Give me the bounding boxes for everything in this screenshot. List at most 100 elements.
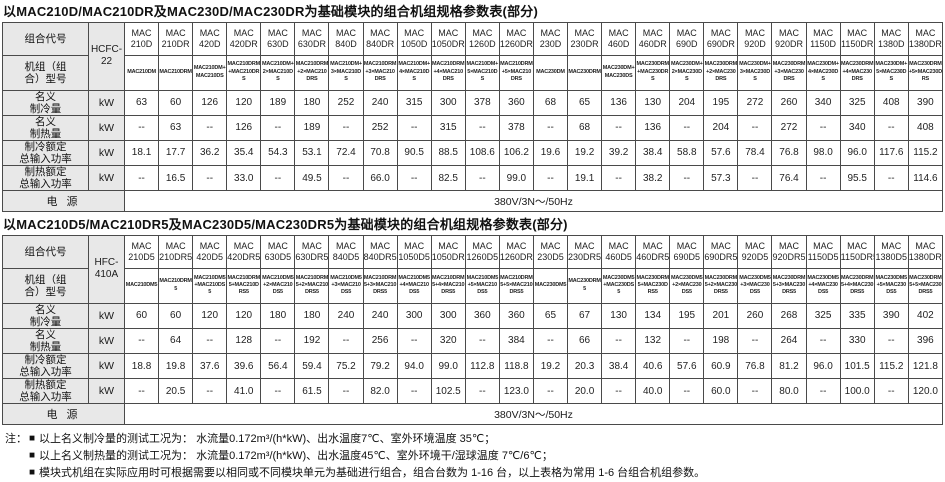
value-cell: 38.2 (635, 164, 671, 192)
column-code-cell: MAC 630D5 (260, 234, 296, 269)
value-cell: 41.0 (226, 378, 262, 405)
value-cell: 66.0 (362, 164, 398, 192)
table-2-title: 以MAC210D5/MAC210DR5及MAC230D5/MAC230DR5为基… (3, 217, 568, 233)
model-cell: MAC210DRM+4×MAC210DRS (430, 54, 466, 91)
value-cell: 54.3 (260, 139, 296, 166)
value-cell: 268 (771, 302, 807, 329)
model-cell: MAC230DRM+2×MAC230DRS (703, 54, 739, 91)
value-cell: 384 (498, 327, 534, 354)
value-cell: 38.4 (601, 352, 637, 380)
value-cell: -- (328, 114, 364, 141)
value-cell: 260 (771, 89, 807, 116)
value-cell: 64 (158, 327, 194, 354)
column-code-cell: MAC 920DR5 (771, 234, 807, 269)
model-cell: MAC230DRM+3×MAC230DRS (771, 54, 807, 91)
column-code-cell: MAC 920DR (771, 21, 807, 56)
value-cell: 95.5 (839, 164, 875, 192)
column-code-cell: MAC 840D5 (328, 234, 364, 269)
column-code-cell: MAC 420DR (226, 21, 262, 56)
value-cell: -- (873, 114, 909, 141)
row-label-cell: 制热额定 总输入功率 (2, 164, 89, 192)
power-value-cell: 380V/3N～/50Hz (124, 190, 943, 213)
value-cell: -- (805, 327, 841, 354)
note-line: ■ 模块式机组在实际应用时可根据需要以相同或不同模块单元为基础进行组合，组合台数… (5, 465, 943, 482)
value-cell: 35.4 (226, 139, 262, 166)
value-cell: 76.4 (771, 164, 807, 192)
value-cell: 120.0 (907, 378, 944, 405)
value-cell: -- (328, 378, 364, 405)
value-cell: 315 (396, 89, 432, 116)
value-cell: 300 (396, 302, 432, 329)
value-cell: 75.2 (328, 352, 364, 380)
value-cell: -- (464, 378, 500, 405)
value-cell: 272 (737, 89, 773, 116)
value-cell: -- (873, 378, 909, 405)
model-cell: MAC230DRM5 (567, 267, 603, 304)
column-code-cell: MAC 1050D5 (396, 234, 432, 269)
column-code-cell: MAC 210D (123, 21, 160, 56)
value-cell: -- (328, 327, 364, 354)
value-cell: 61.5 (294, 378, 330, 405)
power-value-cell: 380V/3N～/50Hz (124, 403, 943, 426)
value-cell: 80.0 (771, 378, 807, 405)
value-cell: 67 (567, 302, 603, 329)
value-cell: 315 (430, 114, 466, 141)
column-code-cell: MAC 690D (669, 21, 705, 56)
combo-code-label: 组合代号 (2, 234, 89, 269)
value-cell: 330 (839, 327, 875, 354)
value-cell: 201 (703, 302, 739, 329)
value-cell: -- (805, 164, 841, 192)
model-cell: MAC210DRM5+3×MAC210DRS5 (362, 267, 398, 304)
row-label-cell: 名义 制冷量 (2, 302, 89, 329)
row-label-cell: 制热额定 总输入功率 (2, 378, 89, 405)
model-cell: MAC230DRM5+4×MAC230DRS5 (839, 267, 875, 304)
combo-code-label: 组合代号 (2, 21, 89, 56)
value-cell: 195 (703, 89, 739, 116)
value-cell: 99.0 (498, 164, 534, 192)
value-cell: -- (737, 114, 773, 141)
model-cell: MAC210DRM+3×MAC210DRS (362, 54, 398, 91)
value-cell: -- (805, 378, 841, 405)
value-cell: 59.4 (294, 352, 330, 380)
value-cell: 118.8 (498, 352, 534, 380)
value-cell: 108.6 (464, 139, 500, 166)
value-cell: 65 (567, 89, 603, 116)
value-cell: 72.4 (328, 139, 364, 166)
value-cell: 378 (464, 89, 500, 116)
column-code-cell: MAC 460DR5 (635, 234, 671, 269)
value-cell: -- (123, 378, 160, 405)
value-cell: -- (669, 327, 705, 354)
row-label-cell: 名义 制冷量 (2, 89, 89, 116)
value-cell: 132 (635, 327, 671, 354)
value-cell: 19.8 (158, 352, 194, 380)
value-cell: 98.0 (805, 139, 841, 166)
value-cell: 102.5 (430, 378, 466, 405)
model-cell: MAC230DM5+3×MAC230DS5 (737, 267, 773, 304)
model-cell: MAC230DM5+MAC230DS5 (601, 267, 637, 304)
unit-cell: kW (88, 89, 125, 116)
column-code-cell: MAC 690DR5 (703, 234, 739, 269)
note-text: 以上名义制冷量的测试工况为： 水流量0.172m³/(h*kW)、出水温度7℃、… (39, 433, 496, 446)
column-code-cell: MAC 1050D (396, 21, 432, 56)
value-cell: 192 (294, 327, 330, 354)
value-cell: 78.4 (737, 139, 773, 166)
model-cell: MAC230DM+5×MAC230DS (873, 54, 909, 91)
row-label-cell: 名义 制热量 (2, 327, 89, 354)
value-cell: 408 (907, 114, 944, 141)
value-cell: -- (260, 164, 296, 192)
value-cell: 60 (158, 302, 194, 329)
value-cell: 101.5 (839, 352, 875, 380)
value-cell: 60.9 (703, 352, 739, 380)
value-cell: 128 (226, 327, 262, 354)
value-cell: 136 (635, 114, 671, 141)
value-cell: 180 (294, 302, 330, 329)
column-code-cell: MAC 1150DR (839, 21, 875, 56)
value-cell: 36.2 (192, 139, 228, 166)
spec-table-hcfc22: 组合代号 HCFC-22 MAC 210D MAC 210DR MAC 420D MAC … (2, 21, 944, 213)
model-cell: MAC230DM5+2×MAC230DS5 (669, 267, 705, 304)
column-code-cell: MAC 630D (260, 21, 296, 56)
model-cell: MAC230DM5 (532, 267, 569, 304)
value-cell: 123.0 (498, 378, 534, 405)
value-cell: 120 (192, 302, 228, 329)
value-cell: 40.0 (635, 378, 671, 405)
